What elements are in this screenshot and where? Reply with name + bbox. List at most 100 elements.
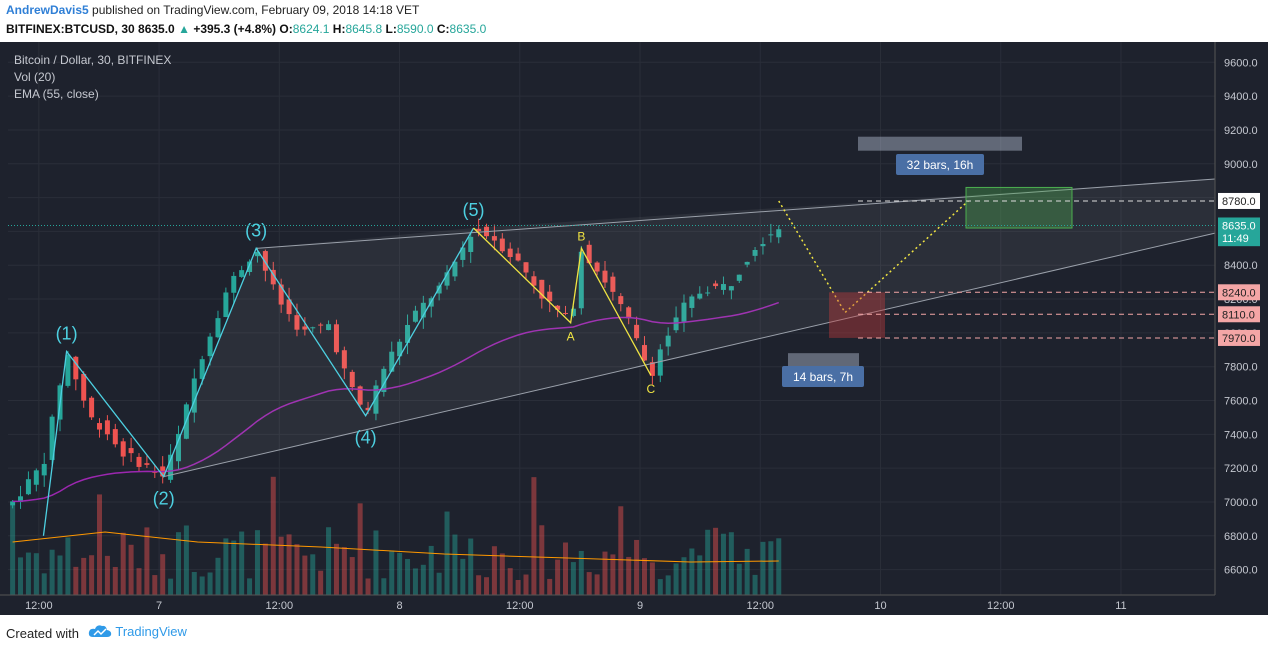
candle-body xyxy=(720,284,726,290)
candle-body xyxy=(152,471,158,473)
last-price: 8635.0 xyxy=(138,22,175,36)
candle-body xyxy=(357,386,363,405)
volume-bar xyxy=(262,543,268,595)
candle-body xyxy=(491,236,497,241)
candle-body xyxy=(523,262,529,273)
volume-bar xyxy=(223,538,229,595)
candle-body xyxy=(531,276,537,286)
volume-bar xyxy=(760,541,766,595)
candle-body xyxy=(689,296,695,308)
abc-label: A xyxy=(567,330,575,344)
volume-bar xyxy=(270,476,276,595)
candle-body xyxy=(563,312,569,314)
volume-bar xyxy=(136,568,142,595)
candle-body xyxy=(373,385,379,414)
bars-annotation-box xyxy=(782,366,864,387)
legend-ema: EMA (55, close) xyxy=(14,87,99,101)
time-tick-label: 11 xyxy=(1115,600,1126,612)
price-tag xyxy=(1218,217,1260,234)
volume-bar xyxy=(373,530,379,595)
support-box xyxy=(829,292,885,338)
candle-body xyxy=(578,251,584,309)
volume-bar xyxy=(586,572,592,595)
volume-bar xyxy=(452,534,458,595)
volume-bar xyxy=(570,562,576,595)
price-tag xyxy=(1218,192,1260,209)
candle-body xyxy=(199,359,205,379)
time-tick-label: 12:00 xyxy=(266,600,294,612)
candle-body xyxy=(97,423,103,430)
volume-bar xyxy=(555,559,561,595)
ema-line xyxy=(12,301,779,503)
symbol-name: BITFINEX:BTCUSD, 30 xyxy=(6,22,135,36)
volume-bar xyxy=(476,575,482,595)
volume-bar xyxy=(531,477,537,595)
volume-bar xyxy=(752,574,758,595)
volume-bar xyxy=(649,562,655,595)
volume-bar xyxy=(310,554,316,595)
volume-bar xyxy=(191,571,197,595)
volume-bar xyxy=(183,525,189,595)
volume-ma-line xyxy=(12,531,779,563)
volume-bar xyxy=(563,542,569,595)
volume-bar xyxy=(428,545,434,595)
price-tag xyxy=(1218,329,1260,346)
publication-header: AndrewDavis5 published on TradingView.co… xyxy=(0,0,1268,42)
wedge-fill xyxy=(163,178,1215,477)
volume-bar xyxy=(397,552,403,595)
time-tick-label: 10 xyxy=(874,600,886,612)
candle-body xyxy=(247,261,253,273)
candle-body xyxy=(705,292,711,294)
candle-body xyxy=(602,270,608,283)
publication-info: AndrewDavis5 published on TradingView.co… xyxy=(6,3,419,17)
candle-body xyxy=(223,292,229,318)
wedge-upper-line xyxy=(256,178,1216,249)
volume-bar xyxy=(507,568,513,595)
candle-body xyxy=(294,315,300,330)
candle-body xyxy=(128,448,134,454)
tradingview-logo[interactable]: TradingView xyxy=(88,624,187,639)
volume-bar xyxy=(665,575,671,595)
volume-bar xyxy=(199,576,205,595)
volume-bar xyxy=(736,563,742,595)
price-tag-label: 7970.0 xyxy=(1222,333,1256,345)
candle-body xyxy=(641,345,647,361)
candle-body xyxy=(768,234,774,236)
candle-body xyxy=(634,324,640,339)
candle-body xyxy=(452,261,458,277)
candle-body xyxy=(191,378,197,413)
chart-panel[interactable]: (1) (2) (3) (4) (5) A B C 32 bars, 16h 14 bars, 7… xyxy=(0,42,1268,615)
footer: Created with TradingView xyxy=(0,615,1268,651)
bars-annotation-label: 32 bars, 16h xyxy=(907,158,974,172)
candle-body xyxy=(586,244,592,264)
volume-bar xyxy=(144,527,150,595)
candle-body xyxy=(752,249,758,256)
price-tick-label: 7800.0 xyxy=(1224,362,1258,374)
volume-bar xyxy=(381,578,387,595)
wave-label: (4) xyxy=(355,428,377,448)
candle-body xyxy=(286,299,292,315)
candle-body xyxy=(776,229,782,238)
volume-bar xyxy=(57,555,63,595)
candle-body xyxy=(476,228,482,232)
volume-bar xyxy=(333,543,339,595)
volume-bar xyxy=(728,532,734,595)
volume-bar xyxy=(168,578,174,595)
candle-body xyxy=(728,286,734,291)
date-range-box xyxy=(858,136,1022,151)
candle-body xyxy=(73,356,79,380)
volume-bar xyxy=(231,540,237,595)
candle-body xyxy=(405,324,411,343)
price-tick-label: 7600.0 xyxy=(1224,396,1258,408)
candle-body xyxy=(262,251,268,271)
open-value: 8624.1 xyxy=(292,22,330,36)
author-link[interactable]: AndrewDavis5 xyxy=(6,3,89,17)
time-tick-label: 12:00 xyxy=(25,600,53,612)
candle-body xyxy=(713,283,719,287)
bars-annotation-label: 14 bars, 7h xyxy=(793,370,853,384)
candle-body xyxy=(231,275,237,293)
price-tag xyxy=(1218,284,1260,301)
candle-body xyxy=(665,335,671,347)
candle-body xyxy=(460,247,466,260)
price-chart[interactable]: (1) (2) (3) (4) (5) A B C 32 bars, 16h 14 bars, 7… xyxy=(0,42,1268,615)
